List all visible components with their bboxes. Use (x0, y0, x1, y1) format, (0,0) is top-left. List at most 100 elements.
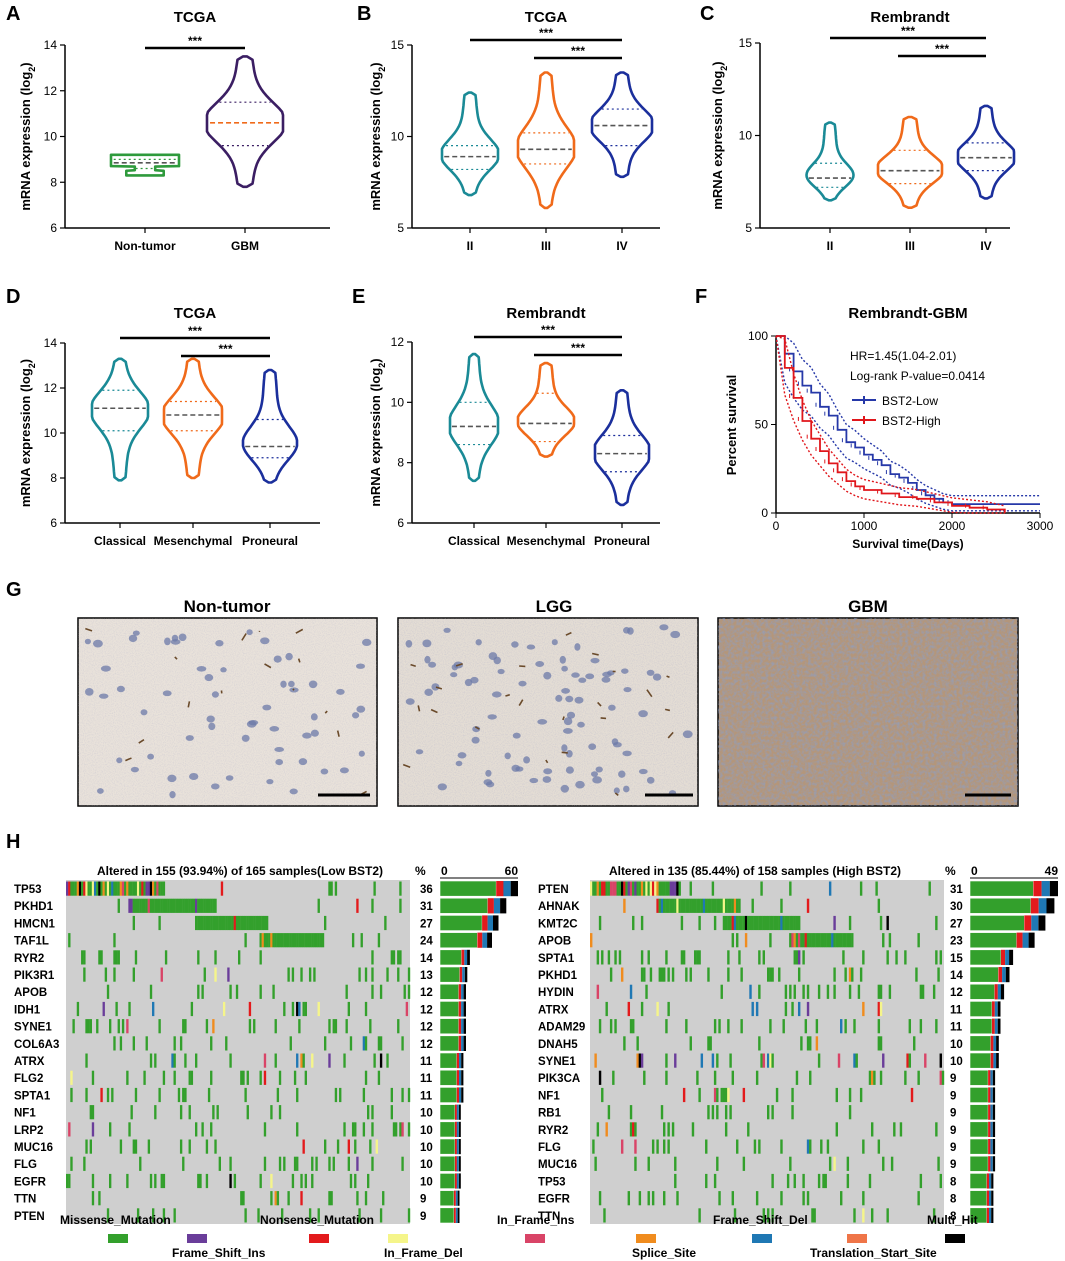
cell-nucleus (84, 638, 91, 645)
gene-percent: 8 (950, 1211, 957, 1223)
bar-axis-max: 60 (505, 864, 519, 878)
mutation-cell (868, 1173, 872, 1189)
cell-nucleus (361, 638, 372, 647)
mutation-bar-segment (991, 1207, 994, 1223)
significance-label: *** (539, 26, 553, 40)
legend-label: BST2-High (882, 414, 941, 428)
mutation-cell (760, 915, 763, 931)
mutation-cell (771, 1173, 774, 1189)
mutation-cell (632, 881, 635, 896)
gene-label: EGFR (14, 1176, 47, 1188)
legend-label: Multi_Hit (927, 1213, 978, 1227)
mutation-cell (627, 1001, 631, 1017)
mutation-cell (214, 898, 217, 913)
mutation-cell (680, 950, 684, 965)
mutation-bar-segment (992, 1139, 996, 1155)
mutation-cell (594, 881, 597, 896)
mutation-bar-segment (493, 915, 499, 931)
mutation-cell (134, 950, 138, 965)
chart-title: TCGA (174, 9, 217, 26)
gene-label: SPTA1 (14, 1090, 51, 1102)
mutation-cell (152, 1001, 155, 1017)
mutation-cell (347, 1001, 350, 1017)
cell-nucleus (457, 752, 467, 759)
mutation-cell (640, 1053, 644, 1068)
mutation-cell (895, 950, 898, 965)
mutation-cell (311, 1173, 314, 1189)
mutation-bar-segment (477, 932, 483, 948)
x-tick-label: 3000 (1027, 519, 1054, 533)
mutation-cell (711, 898, 715, 913)
y-axis-label: mRNA expression (log2) (368, 358, 387, 506)
violin-Non-tumor (109, 153, 181, 177)
mutation-cell (769, 967, 772, 982)
mutation-cell (390, 1087, 393, 1103)
mutation-cell (70, 1156, 73, 1171)
mutation-cell (407, 1087, 411, 1103)
mutation-cell (246, 1070, 249, 1085)
mutation-bar (969, 1001, 993, 1017)
mutation-bar-segment (461, 1018, 464, 1034)
stained-process (646, 689, 653, 698)
mutation-cell (817, 933, 821, 948)
mutation-cell (68, 1173, 71, 1189)
mutation-cell (362, 1036, 366, 1051)
mutation-cell (817, 984, 821, 999)
mutation-cell (596, 950, 600, 965)
mutation-bar-segment (996, 1053, 999, 1069)
cell-nucleus (601, 676, 611, 683)
mutation-cell (371, 950, 374, 965)
mutation-cell (212, 898, 215, 913)
mutation-cell (154, 1053, 157, 1068)
mutation-cell (70, 881, 73, 896)
mutation-cell (182, 1156, 185, 1171)
mutation-cell (242, 915, 245, 931)
mutation-cell (663, 1122, 666, 1137)
stained-process (435, 686, 443, 690)
mutation-cell (682, 1087, 686, 1103)
mutation-cell (786, 915, 790, 931)
panel-label-D: D (6, 286, 20, 308)
mutation-cell (270, 933, 273, 948)
mutation-cell (190, 1070, 194, 1085)
mutation-cell (862, 1001, 865, 1017)
mutation-cell (164, 898, 168, 913)
mutation-bar-segment (454, 1190, 456, 1206)
ihc-image-nontumor (77, 617, 378, 807)
mutation-cell (625, 881, 628, 896)
mutation-cell (780, 915, 783, 931)
mutation-cell (908, 1019, 912, 1034)
mutation-bar-segment (1009, 949, 1014, 965)
violin-panel-D: TCGA 6 8 10 12 14 mRNA expression (log2) Classi… (18, 305, 320, 548)
mutation-cell (302, 1053, 305, 1068)
mutation-cell (276, 933, 280, 948)
mutation-cell (154, 1173, 157, 1189)
mutation-cell (248, 1001, 252, 1017)
mutation-cell (738, 915, 741, 931)
mutation-cell (214, 915, 217, 931)
mutation-cell (601, 1087, 604, 1103)
mutation-cell (225, 1036, 228, 1051)
cell-nucleus (128, 634, 138, 643)
mutation-cell (687, 898, 690, 913)
mutation-cell (384, 915, 387, 931)
mutation-cell (317, 933, 320, 948)
mutation-cell (713, 1087, 717, 1103)
gene-label: ADAM29 (538, 1022, 585, 1034)
mutation-cell (793, 984, 796, 999)
y-tick-label: 8 (50, 471, 57, 485)
mutation-cell (727, 898, 730, 913)
mutation-cell (281, 933, 284, 948)
mutation-cell (647, 881, 650, 896)
mutation-cell (274, 933, 277, 948)
mutation-cell (119, 1139, 123, 1154)
cell-nucleus (571, 672, 580, 678)
gene-percent: 36 (420, 884, 433, 896)
mutation-bar-segment (988, 1087, 991, 1103)
mutation-cell (68, 933, 71, 948)
mutation-cell (634, 881, 637, 896)
cell-nucleus (577, 721, 585, 728)
mutation-cell (248, 915, 252, 931)
mutation-cell (291, 1001, 295, 1017)
mutation-cell (407, 1208, 411, 1223)
